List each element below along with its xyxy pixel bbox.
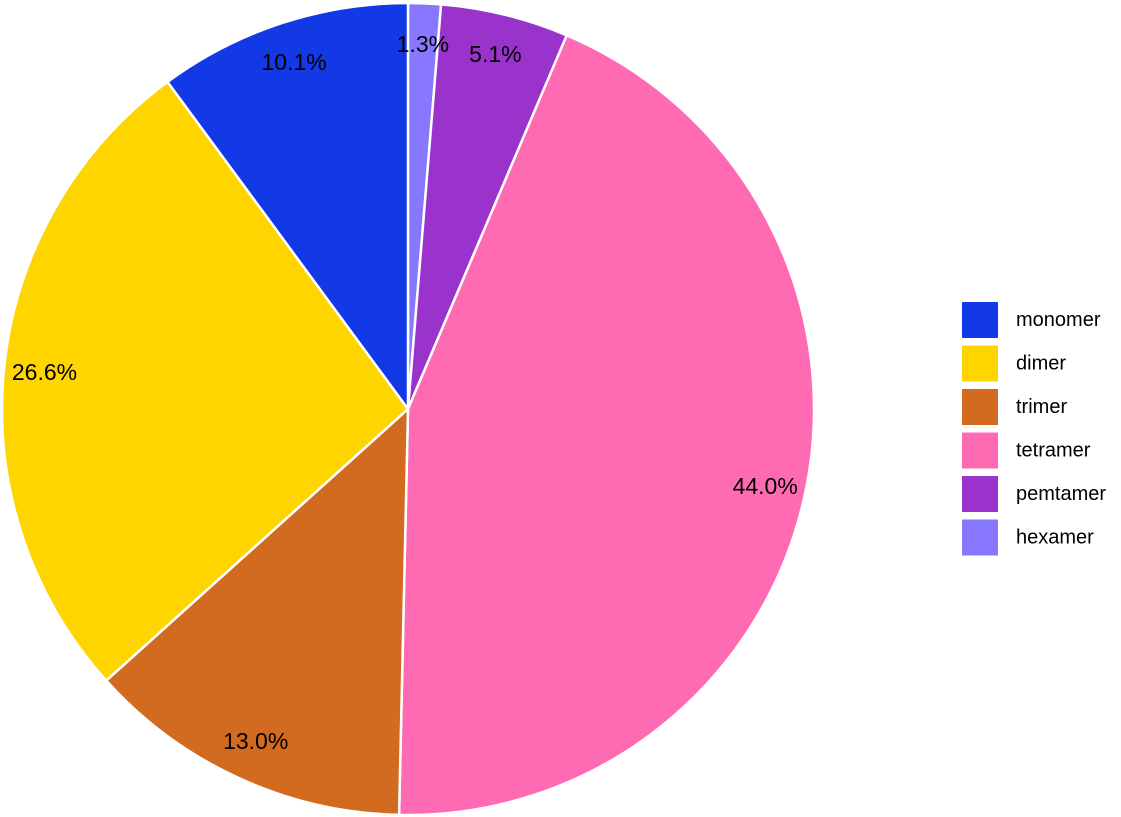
legend-label-dimer: dimer xyxy=(1016,353,1066,375)
legend-swatch-hexamer xyxy=(962,519,998,556)
legend-swatch-tetramer xyxy=(962,432,998,469)
slice-labels: 1.3% 5.1% 44.0% 13.0% 26.6% 10.1% xyxy=(12,31,798,754)
slice-label-dimer: 26.6% xyxy=(12,359,77,385)
legend-swatch-monomer xyxy=(962,302,998,338)
slice-tetramer xyxy=(397,34,816,817)
slice-label-trimer: 13.0% xyxy=(223,728,288,754)
legend-swatch-trimer xyxy=(962,389,998,425)
slice-dimer xyxy=(0,80,410,682)
legend-label-hexamer: hexamer xyxy=(1016,527,1094,549)
legend-label-tetramer: tetramer xyxy=(1016,440,1091,462)
legend: monomer dimer trimer tetramer pemtamer hexame… xyxy=(962,302,1106,556)
slice-label-hexamer: 1.3% xyxy=(397,31,449,57)
slice-label-pemtamer: 5.1% xyxy=(469,41,521,67)
legend-label-pemtamer: pemtamer xyxy=(1016,483,1106,505)
legend-label-monomer: monomer xyxy=(1016,309,1101,331)
legend-label-trimer: trimer xyxy=(1016,396,1067,418)
legend-swatch-dimer xyxy=(962,345,998,382)
pie-slices xyxy=(0,1,816,817)
slice-monomer xyxy=(166,1,410,411)
slice-label-tetramer: 44.0% xyxy=(733,473,798,499)
slice-trimer xyxy=(104,407,410,817)
legend-swatch-pemtamer xyxy=(962,476,998,512)
slice-label-monomer: 10.1% xyxy=(261,49,326,75)
